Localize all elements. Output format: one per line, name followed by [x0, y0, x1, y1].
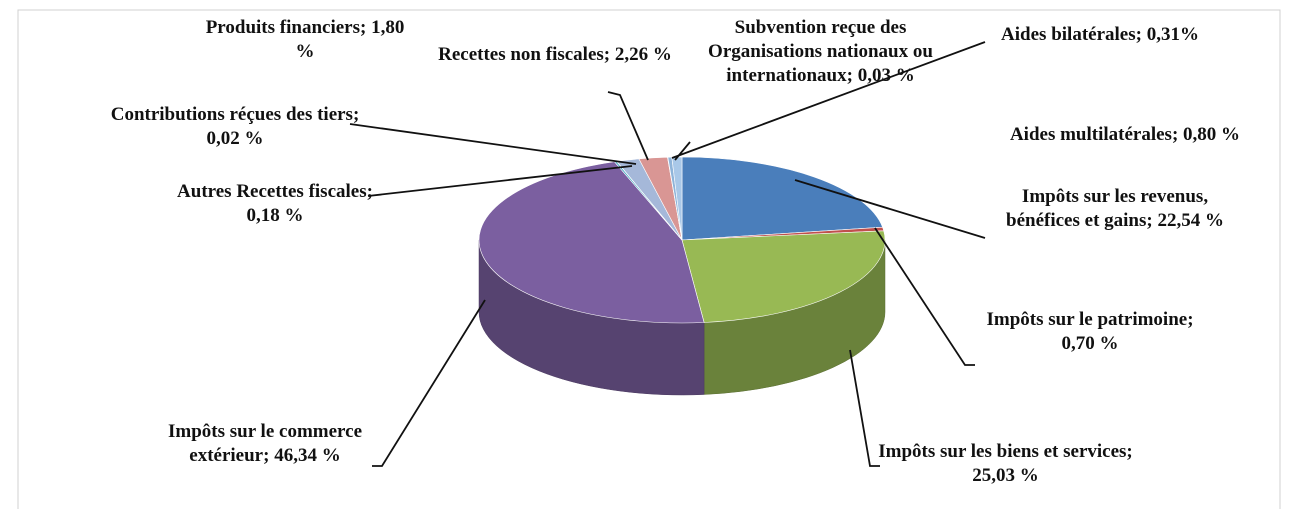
- category-label: Produits financiers;: [205, 17, 367, 38]
- category-label: Impôts sur le patrimoine;: [986, 309, 1194, 330]
- value-label: 0,31%: [1146, 24, 1199, 45]
- category-label: Subvention reçue des Organisations natio…: [708, 17, 933, 86]
- value-label: 0,02 %: [206, 128, 264, 149]
- leader-line: [607, 91, 649, 161]
- leader-line: [794, 179, 986, 239]
- category-label: Aides bilatérales;: [1001, 24, 1142, 45]
- slice: [681, 230, 886, 323]
- category-label: Aides multilatérales;: [1009, 124, 1179, 145]
- value-label: 0,80 %: [1183, 124, 1241, 145]
- slice-label: Impôts sur les revenus, bénéfices et gai…: [990, 185, 1240, 233]
- leader-line: [367, 165, 633, 197]
- leader-line: [372, 299, 486, 467]
- value-label: 1,80 %: [295, 17, 405, 62]
- slice-label: Aides multilatérales; 0,80 %: [995, 123, 1255, 147]
- leader-line: [674, 141, 691, 161]
- slice: [478, 161, 705, 324]
- category-label: Recettes non fiscales;: [438, 44, 611, 65]
- chart-frame: [17, 9, 1281, 509]
- value-label: 0,03 %: [857, 65, 915, 86]
- value-label: 0,18 %: [246, 205, 304, 226]
- leader-line: [874, 227, 975, 366]
- leader-line: [849, 349, 880, 467]
- slice-label: Aides bilatérales; 0,31%: [985, 23, 1215, 47]
- leader-line: [671, 41, 986, 159]
- slice-label: Autres Recettes fiscales; 0,18 %: [175, 180, 375, 228]
- slice: [681, 156, 884, 241]
- category-label: Impôts sur les revenus, bénéfices et gai…: [1006, 186, 1209, 231]
- category-label: Impôts sur le commerce extérieur;: [168, 421, 362, 466]
- slice-label: Subvention reçue des Organisations natio…: [688, 16, 953, 88]
- value-label: 46,34 %: [274, 445, 341, 466]
- slice-label: Impôts sur le patrimoine; 0,70 %: [975, 308, 1205, 356]
- value-label: 0,70 %: [1061, 333, 1119, 354]
- category-label: Contributions réçues des tiers;: [110, 104, 360, 125]
- value-label: 2,26 %: [614, 44, 672, 65]
- slice-label: Impôts sur le commerce extérieur; 46,34 …: [140, 420, 390, 468]
- category-label: Impôts sur les biens et services;: [878, 441, 1133, 462]
- category-label: Autres Recettes fiscales;: [177, 181, 373, 202]
- slice-label: Recettes non fiscales; 2,26 %: [430, 43, 680, 67]
- value-label: 25,03 %: [972, 465, 1039, 486]
- slice-label: Contributions réçues des tiers; 0,02 %: [100, 103, 370, 151]
- value-label: 22,54 %: [1157, 210, 1224, 231]
- leader-line: [349, 123, 637, 165]
- slice-label: Produits financiers; 1,80 %: [205, 16, 405, 64]
- slice-label: Impôts sur les biens et services; 25,03 …: [878, 440, 1133, 488]
